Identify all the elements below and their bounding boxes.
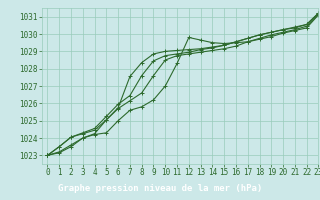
Text: Graphe pression niveau de la mer (hPa): Graphe pression niveau de la mer (hPa) <box>58 184 262 193</box>
